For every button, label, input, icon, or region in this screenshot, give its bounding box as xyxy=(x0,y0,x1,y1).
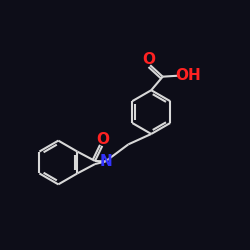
Text: N: N xyxy=(100,154,113,169)
Text: OH: OH xyxy=(175,68,201,83)
Text: O: O xyxy=(96,132,109,147)
Text: O: O xyxy=(143,52,156,67)
